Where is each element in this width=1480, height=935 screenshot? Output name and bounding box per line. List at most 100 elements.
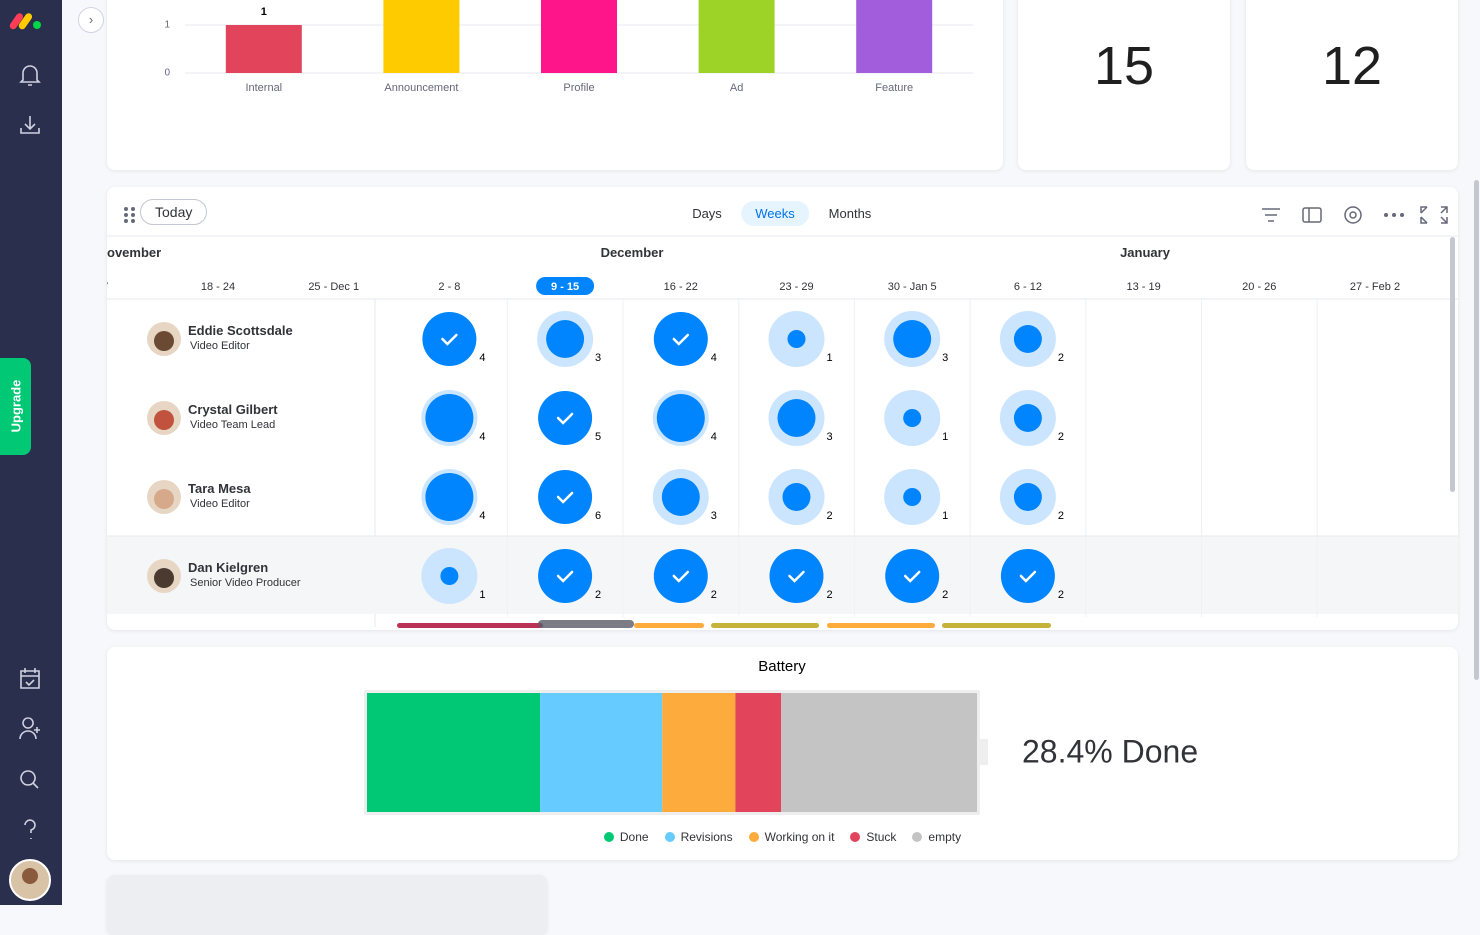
month-label: December — [600, 245, 664, 260]
load-dot — [425, 473, 474, 521]
bell-icon[interactable] — [19, 65, 41, 86]
expand-button[interactable]: › — [78, 7, 104, 33]
assignment-strip — [397, 620, 1051, 628]
legend-swatch — [912, 832, 923, 842]
load-label: 3 — [942, 352, 948, 364]
battery-segment — [735, 693, 782, 812]
legend-item: Working on it — [748, 830, 834, 844]
load-dot — [893, 320, 932, 358]
battery-segment — [367, 693, 541, 812]
check-icon — [441, 333, 458, 346]
load-label: 6 — [595, 510, 601, 522]
person-avatar-face — [154, 410, 174, 430]
page-scrollbar[interactable] — [1474, 180, 1479, 680]
view-tab[interactable]: Months — [828, 206, 872, 221]
check-icon — [903, 570, 921, 583]
upgrade-label: Upgrade — [8, 379, 24, 433]
person-name: Crystal Gilbert — [188, 402, 278, 417]
battery-summary: 28.4% Done — [1022, 733, 1198, 769]
person-avatar-face — [154, 331, 174, 351]
scrollbar[interactable] — [1450, 237, 1455, 492]
week-label: 25 - Dec 1 — [308, 281, 359, 293]
person-avatar-face — [154, 568, 174, 588]
placeholder-card — [107, 875, 547, 935]
upgrade-button[interactable]: Upgrade — [0, 358, 31, 455]
battery-segment — [781, 693, 977, 812]
load-done — [538, 391, 593, 445]
load-label: 2 — [1058, 431, 1064, 443]
legend-label: Stuck — [866, 830, 897, 844]
legend-label: Done — [619, 830, 649, 844]
y-tick-label: 0 — [164, 68, 170, 79]
scroll-thumb[interactable] — [538, 620, 634, 628]
data-label: 1 — [261, 6, 267, 18]
x-tick-label: Ad — [730, 82, 743, 94]
download-icon[interactable] — [20, 116, 40, 134]
load-label: 4 — [479, 352, 485, 364]
bar — [856, 0, 933, 73]
check-icon — [788, 570, 805, 583]
check-icon — [672, 333, 690, 346]
view-tab[interactable]: Days — [692, 206, 722, 221]
load-label: 5 — [595, 431, 601, 443]
person-role: Video Team Lead — [190, 419, 276, 431]
filter-icon[interactable] — [1262, 208, 1280, 222]
legend-swatch — [850, 832, 861, 842]
calendar-icon[interactable] — [20, 668, 40, 689]
load-done — [653, 549, 708, 603]
load-dot — [425, 394, 474, 442]
check-icon — [1019, 570, 1037, 583]
load-dot — [787, 330, 806, 348]
person-avatar-face — [154, 489, 174, 509]
layout-icon[interactable] — [1302, 207, 1322, 223]
month-label: ovember — [107, 245, 162, 260]
y-tick-label: 1 — [164, 20, 170, 31]
today-button[interactable]: Today — [140, 199, 208, 225]
bar — [383, 0, 460, 73]
settings-icon[interactable] — [1344, 206, 1362, 224]
legend-swatch — [664, 832, 675, 842]
load-done — [653, 312, 708, 366]
week-label: 18 - 24 — [201, 281, 235, 293]
person-role: Video Editor — [190, 340, 250, 352]
load-dot — [777, 399, 816, 437]
person-name: Eddie Scottsdale — [188, 323, 293, 338]
person-name: Tara Mesa — [188, 481, 251, 496]
load-label: 1 — [826, 352, 832, 364]
load-label: 4 — [479, 510, 485, 522]
load-dot — [1013, 483, 1042, 511]
month-label: January — [1120, 245, 1170, 260]
number-card: 12 — [1246, 0, 1458, 170]
load-label: 2 — [711, 589, 717, 601]
legend-label: empty — [928, 830, 962, 844]
week-label: 27 - Feb 2 — [1350, 281, 1400, 293]
fullscreen-icon[interactable] — [1420, 206, 1448, 224]
current-week-pill — [536, 277, 595, 295]
load-label: 2 — [1058, 352, 1064, 364]
load-dot — [661, 478, 700, 516]
battery-chart: Battery 28.4% Done — [364, 658, 1198, 815]
load-label: 4 — [479, 431, 485, 443]
load-label: 2 — [826, 510, 832, 522]
invite-icon[interactable] — [19, 717, 40, 740]
check-icon — [556, 570, 574, 583]
help-icon[interactable] — [24, 819, 36, 839]
load-label: 1 — [942, 510, 948, 522]
person-name: Dan Kielgren — [188, 560, 269, 575]
legend-item: Done — [603, 830, 649, 844]
check-icon — [556, 412, 574, 425]
x-tick-label: Profile — [563, 82, 594, 94]
search-icon[interactable] — [20, 770, 39, 789]
chart-title: Battery — [758, 658, 806, 675]
battery-segment — [540, 693, 663, 812]
load-done — [885, 549, 940, 603]
view-tab[interactable]: Weeks — [741, 201, 809, 226]
more-icon[interactable] — [1384, 213, 1404, 217]
legend-swatch — [748, 832, 759, 842]
bar-chart-card: 011Internal2Announcement2Profile2Ad2Feat… — [107, 0, 1003, 170]
number-value: 12 — [1321, 36, 1383, 96]
number-value: 15 — [1093, 36, 1155, 96]
logo — [9, 13, 41, 30]
load-label: 2 — [942, 589, 948, 601]
